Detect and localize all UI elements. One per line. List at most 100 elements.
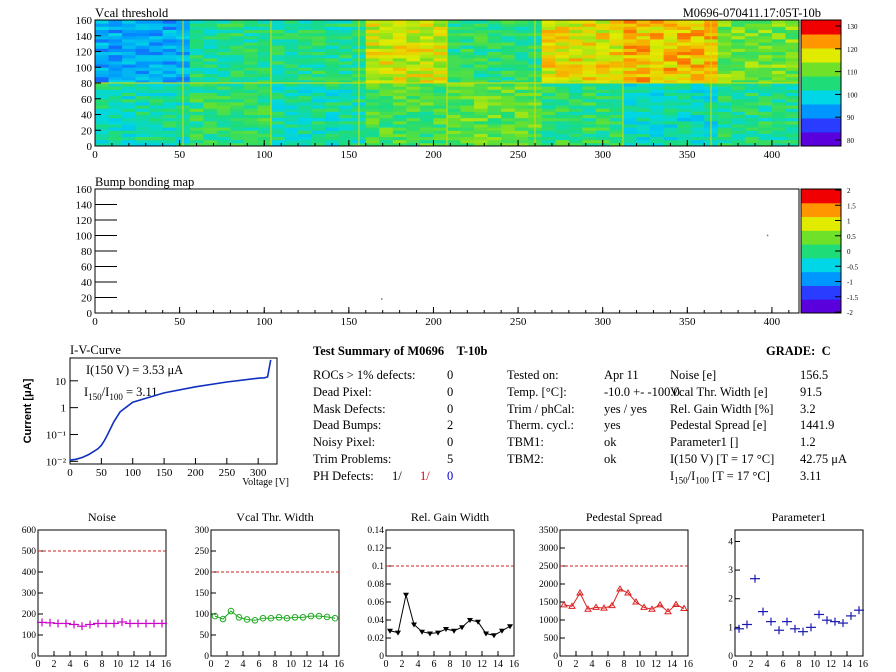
heatmap-cell <box>419 136 434 141</box>
heatmap-cell <box>95 57 110 62</box>
heatmap-cell <box>311 142 326 147</box>
heatmap-cell <box>216 127 231 131</box>
heatmap-cell <box>338 142 353 147</box>
heatmap-cell <box>623 133 638 138</box>
heatmap-cell <box>298 105 313 109</box>
heatmap-cell <box>95 32 110 37</box>
x-tick-label: 8 <box>273 659 278 670</box>
y-tick-label: 10⁻¹ <box>46 429 66 441</box>
heatmap-cell <box>474 136 489 141</box>
heatmap-cell <box>623 42 638 46</box>
heatmap-cell <box>271 133 286 138</box>
heatmap-cell <box>149 130 164 134</box>
heatmap-cell <box>271 101 286 106</box>
heatmap-cell <box>189 101 204 106</box>
heatmap-cell <box>311 26 326 30</box>
heatmap-cell <box>338 101 353 106</box>
heatmap-cell <box>135 89 150 93</box>
heatmap-cell <box>284 48 299 52</box>
heatmap-cell <box>460 101 475 106</box>
heatmap-cell <box>609 98 624 103</box>
heatmap-cell <box>433 45 448 49</box>
heatmap-cell <box>447 48 462 52</box>
roc-plot-frame <box>210 529 340 657</box>
heatmap-cell <box>392 42 407 46</box>
heatmap-cell <box>243 23 258 27</box>
heatmap-cell <box>365 142 380 147</box>
heatmap-cell <box>690 130 705 134</box>
heatmap-cell <box>758 89 773 93</box>
heatmap-cell <box>392 123 407 128</box>
heatmap-cell <box>487 89 502 93</box>
heatmap-cell <box>284 23 299 27</box>
data-point <box>299 614 307 621</box>
heatmap-cell <box>771 86 786 90</box>
heatmap-cell <box>338 127 353 131</box>
heatmap-cell <box>95 20 110 24</box>
heatmap-cell <box>609 83 624 87</box>
heatmap-cell <box>501 114 516 119</box>
y-tick-label: 0.1 <box>372 562 384 572</box>
heatmap-cell <box>230 123 245 128</box>
heatmap-cell <box>609 70 624 75</box>
data-point <box>443 627 449 632</box>
colorbar-tick-label: 0.5 <box>847 233 856 241</box>
heatmap-cell <box>609 23 624 27</box>
heatmap-cell <box>162 108 177 112</box>
heatmap-cell <box>95 54 110 59</box>
heatmap-cell <box>135 114 150 119</box>
heatmap-cell <box>122 32 137 37</box>
heatmap-cell <box>149 123 164 128</box>
heatmap-cell <box>149 45 164 49</box>
x-tick-label: 12 <box>129 659 139 670</box>
heatmap-cell <box>189 73 204 78</box>
heatmap-cell <box>663 114 678 119</box>
heatmap-cell <box>149 42 164 46</box>
heatmap-cell <box>95 111 110 115</box>
heatmap-cell <box>149 105 164 109</box>
heatmap-cell <box>541 26 556 30</box>
heatmap-cell <box>311 48 326 52</box>
heatmap-cell <box>582 120 597 125</box>
heatmap-cell <box>636 35 651 40</box>
heatmap-cell <box>555 83 570 87</box>
heatmap-cell <box>623 86 638 90</box>
heatmap-cell <box>460 95 475 100</box>
heatmap-cell <box>568 108 583 112</box>
heatmap-cell <box>325 29 340 34</box>
heatmap-cell <box>595 64 610 68</box>
heatmap-cell <box>460 79 475 84</box>
heatmap-cell <box>271 136 286 141</box>
data-point <box>427 631 433 637</box>
colorbar-segment <box>801 90 841 105</box>
x-tick-label: 12 <box>302 659 312 670</box>
heatmap-cell <box>257 111 272 115</box>
heatmap-cell <box>650 23 665 27</box>
heatmap-cell <box>311 20 326 24</box>
heatmap-cell <box>474 83 489 87</box>
heatmap-cell <box>501 120 516 125</box>
heatmap-cell <box>785 79 800 84</box>
result-value: 156.5 <box>800 368 829 382</box>
heatmap-cell <box>447 130 462 134</box>
heatmap-cell <box>433 79 448 84</box>
heatmap-cell <box>203 60 218 65</box>
heatmap-cell <box>365 79 380 84</box>
heatmap-cell <box>392 20 407 24</box>
heatmap-cell <box>744 83 759 87</box>
heatmap-cell <box>365 42 380 46</box>
heatmap-cell <box>636 83 651 87</box>
heatmap-cell <box>609 76 624 81</box>
x-tick-label: 8 <box>797 659 802 670</box>
condition-label: Therm. cycl.: <box>507 418 574 433</box>
heatmap-cell <box>298 32 313 37</box>
heatmap-cell <box>392 133 407 138</box>
y-tick-label: 0.08 <box>367 580 384 590</box>
heatmap-cell <box>95 79 110 84</box>
heatmap-cell <box>203 23 218 27</box>
heatmap-cell <box>149 32 164 37</box>
x-tick-label: 0 <box>209 659 214 670</box>
heatmap-cell <box>460 42 475 46</box>
